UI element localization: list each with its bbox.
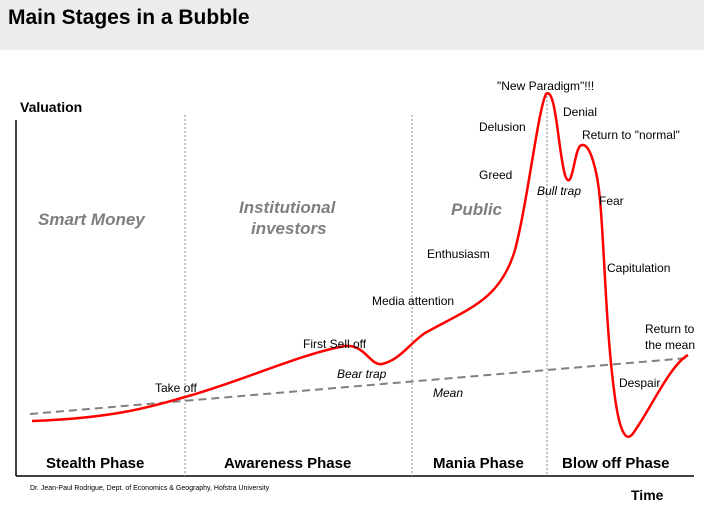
label-return-to-mean-line2: the mean: [645, 338, 695, 352]
group-public: Public: [451, 200, 503, 219]
x-axis-label: Time: [631, 487, 664, 503]
label-delusion: Delusion: [479, 120, 526, 134]
group-institutional-line1: Institutional: [239, 198, 337, 217]
credit-text: Dr. Jean-Paul Rodrigue, Dept. of Economi…: [30, 485, 270, 492]
label-return-to-mean-line1: Return to: [645, 322, 695, 336]
y-axis-label: Valuation: [20, 99, 82, 115]
label-take-off: Take off: [155, 381, 197, 395]
phase-stealth: Stealth Phase: [46, 455, 144, 472]
label-capitulation: Capitulation: [607, 261, 670, 275]
group-institutional-line2: investors: [251, 219, 327, 238]
label-fear: Fear: [599, 194, 624, 208]
label-bull-trap: Bull trap: [537, 184, 581, 198]
title-bar: Main Stages in a Bubble: [0, 0, 704, 50]
page-title: Main Stages in a Bubble: [8, 6, 250, 29]
label-media-attention: Media attention: [372, 294, 454, 308]
label-greed: Greed: [479, 168, 512, 182]
phase-mania: Mania Phase: [433, 455, 524, 472]
label-return-to-normal: Return to "normal": [582, 128, 680, 142]
label-despair: Despair: [619, 376, 660, 390]
label-enthusiasm: Enthusiasm: [427, 247, 490, 261]
mean-line: [29, 357, 689, 415]
label-denial: Denial: [563, 105, 597, 119]
label-first-sell-off: First Sell off: [303, 337, 367, 351]
phase-awareness: Awareness Phase: [224, 455, 351, 472]
group-smart-money: Smart Money: [38, 210, 146, 229]
label-bear-trap: Bear trap: [337, 367, 387, 381]
phase-blowoff: Blow off Phase: [562, 455, 670, 472]
valuation-curve: [31, 92, 689, 438]
label-new-paradigm: "New Paradigm"!!!: [497, 79, 594, 93]
label-mean: Mean: [433, 386, 463, 400]
